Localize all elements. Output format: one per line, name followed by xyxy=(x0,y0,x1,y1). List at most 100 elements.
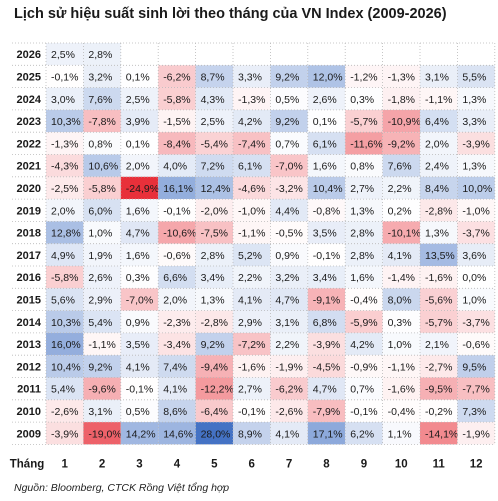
year-row-label: 2019 xyxy=(17,205,41,217)
heatmap-cell xyxy=(345,109,383,133)
year-row-label: 2009 xyxy=(17,428,41,440)
heatmap-cell xyxy=(233,266,271,289)
cell-value-label: -8,4% xyxy=(163,138,190,150)
heatmap-cell xyxy=(46,109,84,133)
heatmap-cell xyxy=(46,377,84,400)
cell-value-label: -7,9% xyxy=(313,406,340,418)
heatmap-cell xyxy=(420,288,458,311)
heatmap-cell xyxy=(120,243,159,266)
cell-value-label: -2,6% xyxy=(275,406,302,418)
cell-value-label: 1,1% xyxy=(388,428,412,440)
cell-value-label: 4,3% xyxy=(201,94,225,106)
heatmap-cell xyxy=(83,43,121,66)
heatmap-cell xyxy=(120,399,159,423)
cell-value-label: 8,0% xyxy=(388,294,412,306)
cell-value-label: 2,8% xyxy=(350,228,374,240)
cell-value-label: -14,1% xyxy=(425,428,458,440)
cell-value-label: 7,2% xyxy=(201,161,225,173)
heatmap-cell xyxy=(195,332,233,356)
year-row-label: 2014 xyxy=(17,317,42,329)
heatmap-cell xyxy=(345,332,383,356)
heatmap-cell xyxy=(270,422,308,445)
month-column-label: 7 xyxy=(286,458,292,470)
heatmap-cell xyxy=(420,176,458,200)
cell-value-label: 9,5% xyxy=(462,361,486,373)
heatmap-cell xyxy=(420,310,458,333)
heatmap-cell xyxy=(83,221,121,244)
cell-value-label: 3,6% xyxy=(462,250,486,262)
heatmap-cell xyxy=(307,87,346,110)
heatmap-cell xyxy=(307,221,346,244)
heatmap-cell xyxy=(195,65,233,88)
cell-value-label: -7,0% xyxy=(275,161,302,173)
cell-value-label: -1,5% xyxy=(163,116,190,128)
heatmap-cell xyxy=(420,266,458,289)
heatmap-cell xyxy=(270,176,308,200)
heatmap-cell xyxy=(382,65,420,88)
heatmap-cell xyxy=(270,243,308,266)
cell-value-label: 2,7% xyxy=(238,384,262,396)
cell-value-label: 1,6% xyxy=(126,205,150,217)
heatmap-cell xyxy=(457,243,495,266)
cell-value-label: 5,2% xyxy=(238,250,262,262)
cell-value-label: 0,2% xyxy=(388,205,412,217)
cell-value-label: 7,4% xyxy=(163,361,187,373)
cell-value-label: 6,2% xyxy=(350,428,374,440)
cell-value-label: -5,8% xyxy=(51,272,78,284)
heatmap-cell xyxy=(457,399,495,423)
cell-value-label: 6,1% xyxy=(313,138,337,150)
year-row-label: 2011 xyxy=(17,384,41,396)
x-axis-label: Tháng xyxy=(10,458,45,470)
heatmap-cell xyxy=(420,199,458,222)
cell-value-label: -0,8% xyxy=(313,205,340,217)
month-column-label: 4 xyxy=(174,458,181,470)
heatmap-cell xyxy=(195,399,233,423)
heatmap-cell xyxy=(307,310,346,333)
heatmap-cell xyxy=(345,288,383,311)
cell-value-label: -5,7% xyxy=(350,116,377,128)
cell-value-label: -7,0% xyxy=(126,294,153,306)
heatmap-cell xyxy=(158,243,196,266)
cell-value-label: 4,1% xyxy=(126,361,150,373)
heatmap-cell xyxy=(457,377,495,400)
cell-value-label: 3,2% xyxy=(275,272,299,284)
heatmap-cell xyxy=(83,377,121,400)
cell-value-label: 2,1% xyxy=(425,339,449,351)
month-column-label: 2 xyxy=(99,458,105,470)
cell-value-label: 1,9% xyxy=(88,250,112,262)
cell-value-label: -2,5% xyxy=(51,183,78,195)
heatmap-cell xyxy=(158,87,196,110)
heatmap-cell xyxy=(83,243,121,266)
cell-value-label: -0,6% xyxy=(163,250,190,262)
cell-value-label: 2,8% xyxy=(350,250,374,262)
heatmap-cell xyxy=(195,109,233,133)
heatmap-cell xyxy=(83,422,121,445)
cell-value-label: 0,8% xyxy=(88,138,112,150)
heatmap-cell xyxy=(46,176,84,200)
cell-value-label: 10,4% xyxy=(51,361,81,373)
heatmap-cell xyxy=(83,87,121,110)
cell-value-label: -1,1% xyxy=(88,339,115,351)
heatmap-cell xyxy=(233,154,271,177)
cell-value-label: 4,1% xyxy=(238,294,262,306)
cell-value-label: -0,1% xyxy=(51,71,78,83)
cell-value-label: 1,3% xyxy=(350,205,374,217)
cell-value-label: 8,6% xyxy=(163,406,187,418)
cell-value-label: 16,0% xyxy=(51,339,81,351)
cell-value-label: 5,4% xyxy=(51,384,75,396)
heatmap-cell xyxy=(158,176,196,200)
heatmap-cell xyxy=(46,243,84,266)
cell-value-label: -0,1% xyxy=(313,250,340,262)
cell-value-label: 16,1% xyxy=(163,183,193,195)
cell-value-label: -1,3% xyxy=(388,71,415,83)
heatmap-cell xyxy=(83,65,121,88)
heatmap-cell xyxy=(457,65,495,88)
cell-value-label: 7,3% xyxy=(462,406,486,418)
cell-value-label: 9,2% xyxy=(201,339,225,351)
cell-value-label: -2,6% xyxy=(51,406,78,418)
heatmap-cell xyxy=(270,199,308,222)
heatmap-cell xyxy=(420,332,458,356)
heatmap-cell xyxy=(420,221,458,244)
cell-value-label: -3,7% xyxy=(462,317,489,329)
